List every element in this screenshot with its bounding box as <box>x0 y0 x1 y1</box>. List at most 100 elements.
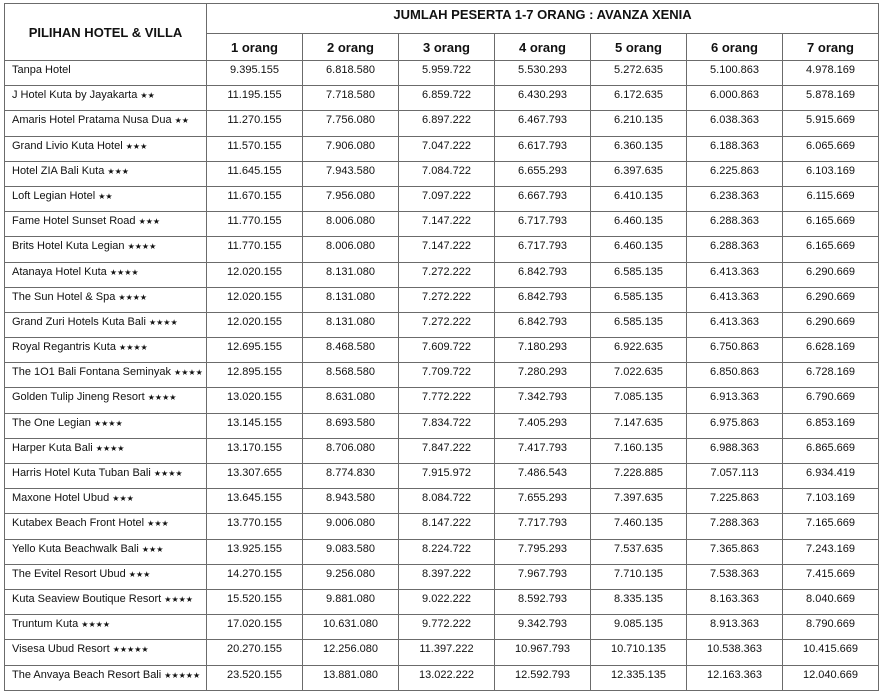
table-row: Fame Hotel Sunset Road ★★★ 11.770.155 8.00… <box>4 211 880 238</box>
table-row: Golden Tulip Jineng Resort ★★★★ 13.020.15… <box>4 387 880 414</box>
hotel-name-cell: Royal Regantris Kuta ★★★★ <box>4 337 207 364</box>
price-cell: 5.959.722 <box>398 59 495 87</box>
price-cell: 7.022.635 <box>590 362 687 389</box>
table-row: Hotel ZIA Bali Kuta ★★★ 11.645.155 7.943.5… <box>4 160 880 187</box>
star-rating: ★★★ <box>112 494 134 504</box>
price-cell: 8.568.580 <box>302 362 399 389</box>
price-cell: 6.288.363 <box>686 236 783 263</box>
price-cell: 6.859.722 <box>398 85 495 112</box>
table-row: The Sun Hotel & Spa ★★★★ 12.020.155 8.131.… <box>4 286 880 313</box>
price-cell: 6.585.135 <box>590 261 687 288</box>
price-cell: 13.145.155 <box>206 412 303 439</box>
price-cell: 7.342.793 <box>494 387 591 414</box>
price-cell: 12.695.155 <box>206 337 303 364</box>
price-cell: 7.225.863 <box>686 488 783 515</box>
price-cell: 7.097.222 <box>398 185 495 213</box>
price-cell: 6.430.293 <box>494 85 591 112</box>
hotel-name-cell: Golden Tulip Jineng Resort ★★★★ <box>4 387 207 414</box>
price-cell: 7.718.580 <box>302 85 399 112</box>
price-cell: 6.290.669 <box>781 286 880 313</box>
star-rating: ★★★ <box>141 544 164 554</box>
price-cell: 8.131.080 <box>302 311 399 339</box>
star-rating: ★★★★★ <box>164 670 201 680</box>
price-cell: 6.165.669 <box>781 211 880 238</box>
hotel-name-cell: J Hotel Kuta by Jayakarta ★★ <box>4 85 207 112</box>
table-row: The 1O1 Bali Fontana Seminyak ★★★★ 12.895… <box>4 362 880 389</box>
price-cell: 10.710.135 <box>590 639 687 666</box>
hotel-name-cell: Harris Hotel Kuta Tuban Bali ★★★★ <box>4 462 207 490</box>
price-cell: 9.342.793 <box>494 614 591 641</box>
price-cell: 7.084.722 <box>398 160 495 187</box>
price-cell: 7.272.222 <box>398 311 495 339</box>
hotel-name-cell: Grand Zuri Hotels Kuta Bali ★★★★ <box>4 311 207 339</box>
hotel-name-cell: The 1O1 Bali Fontana Seminyak ★★★★ <box>4 362 207 389</box>
price-cell: 8.943.580 <box>302 488 399 515</box>
price-cell: 7.397.635 <box>590 488 687 515</box>
hotel-name: Maxone Hotel Ubud <box>12 492 110 505</box>
hotel-name: Visesa Ubud Resort <box>12 643 110 656</box>
price-cell: 7.165.669 <box>781 513 880 540</box>
star-rating: ★★★★ <box>153 469 183 478</box>
price-cell: 6.115.669 <box>781 185 880 213</box>
star-rating: ★★ <box>98 191 113 201</box>
price-cell: 7.057.113 <box>686 462 783 490</box>
hotel-name: Grand Zuri Hotels Kuta Bali <box>12 315 146 328</box>
price-cell: 8.468.580 <box>302 337 399 364</box>
price-cell: 7.147.635 <box>590 412 687 439</box>
price-cell: 6.360.135 <box>590 135 687 162</box>
price-cell: 7.460.135 <box>590 513 687 540</box>
price-cell: 13.645.155 <box>206 488 303 515</box>
price-cell: 8.131.080 <box>302 261 399 288</box>
price-cell: 7.967.793 <box>494 563 591 590</box>
group-title: JUMLAH PESERTA 1-7 ORANG : AVANZA XENIA <box>205 3 880 34</box>
price-cell: 6.225.863 <box>686 160 783 187</box>
hotel-name: Loft Legian Hotel <box>12 189 96 202</box>
price-cell: 6.000.863 <box>686 85 783 112</box>
hotel-name-cell: Grand Livio Kuta Hotel ★★★ <box>4 135 207 162</box>
price-cell: 5.272.635 <box>590 59 687 87</box>
star-rating: ★★★ <box>128 569 151 579</box>
price-cell: 7.047.222 <box>398 135 495 162</box>
table-row: Yello Kuta Beachwalk Bali ★★★ 13.925.155 9… <box>4 538 880 565</box>
price-cell: 8.592.793 <box>494 588 591 616</box>
price-cell: 6.913.363 <box>686 387 783 414</box>
price-cell: 12.020.155 <box>206 286 303 313</box>
price-cell: 8.790.669 <box>781 614 880 641</box>
price-cell: 7.756.080 <box>302 110 399 137</box>
star-rating: ★★★★ <box>119 343 148 353</box>
table-row: Maxone Hotel Ubud ★★★ 13.645.155 8.943.580… <box>4 488 880 515</box>
price-cell: 6.460.135 <box>590 211 687 238</box>
price-cell: 6.790.669 <box>781 387 880 414</box>
column-header-3-orang: 3 orang <box>398 33 495 61</box>
price-cell: 17.020.155 <box>206 614 303 641</box>
price-cell: 6.290.669 <box>781 261 880 288</box>
hotel-name: J Hotel Kuta by Jayakarta <box>12 89 138 102</box>
price-cell: 12.895.155 <box>206 362 303 389</box>
price-cell: 11.770.155 <box>206 211 303 238</box>
star-rating: ★★★★ <box>81 620 110 630</box>
price-cell: 13.925.155 <box>206 538 303 565</box>
price-cell: 8.163.363 <box>686 588 783 616</box>
price-cell: 6.922.635 <box>590 337 687 364</box>
price-cell: 12.592.793 <box>494 664 591 691</box>
price-cell: 7.710.135 <box>590 563 687 590</box>
hotel-name-cell: Loft Legian Hotel ★★ <box>4 185 207 213</box>
hotel-name: Brits Hotel Kuta Legian <box>12 240 125 253</box>
star-rating: ★★★★ <box>93 418 123 428</box>
column-header-1-orang: 1 orang <box>206 33 303 61</box>
hotel-name-cell: Atanaya Hotel Kuta ★★★★ <box>4 261 207 288</box>
price-cell: 7.906.080 <box>302 135 399 162</box>
hotel-name: Royal Regantris Kuta <box>12 341 116 354</box>
price-cell: 12.256.080 <box>302 639 399 666</box>
price-cell: 6.413.363 <box>686 311 783 339</box>
hotel-name-cell: Kuta Seaview Boutique Resort ★★★★ <box>4 588 207 616</box>
hotel-name-cell: Harper Kuta Bali ★★★★ <box>4 437 207 465</box>
hotel-name: Golden Tulip Jineng Resort <box>12 391 145 404</box>
price-cell: 7.085.135 <box>590 387 687 414</box>
hotel-price-table: PILIHAN HOTEL & VILLA JUMLAH PESERTA 1-7… <box>4 3 880 691</box>
star-rating: ★★★★★ <box>112 645 149 655</box>
price-cell: 13.881.080 <box>302 664 399 691</box>
hotel-name: The Sun Hotel & Spa <box>12 290 116 303</box>
star-rating: ★★★★ <box>118 292 148 302</box>
price-cell: 8.706.080 <box>302 437 399 465</box>
